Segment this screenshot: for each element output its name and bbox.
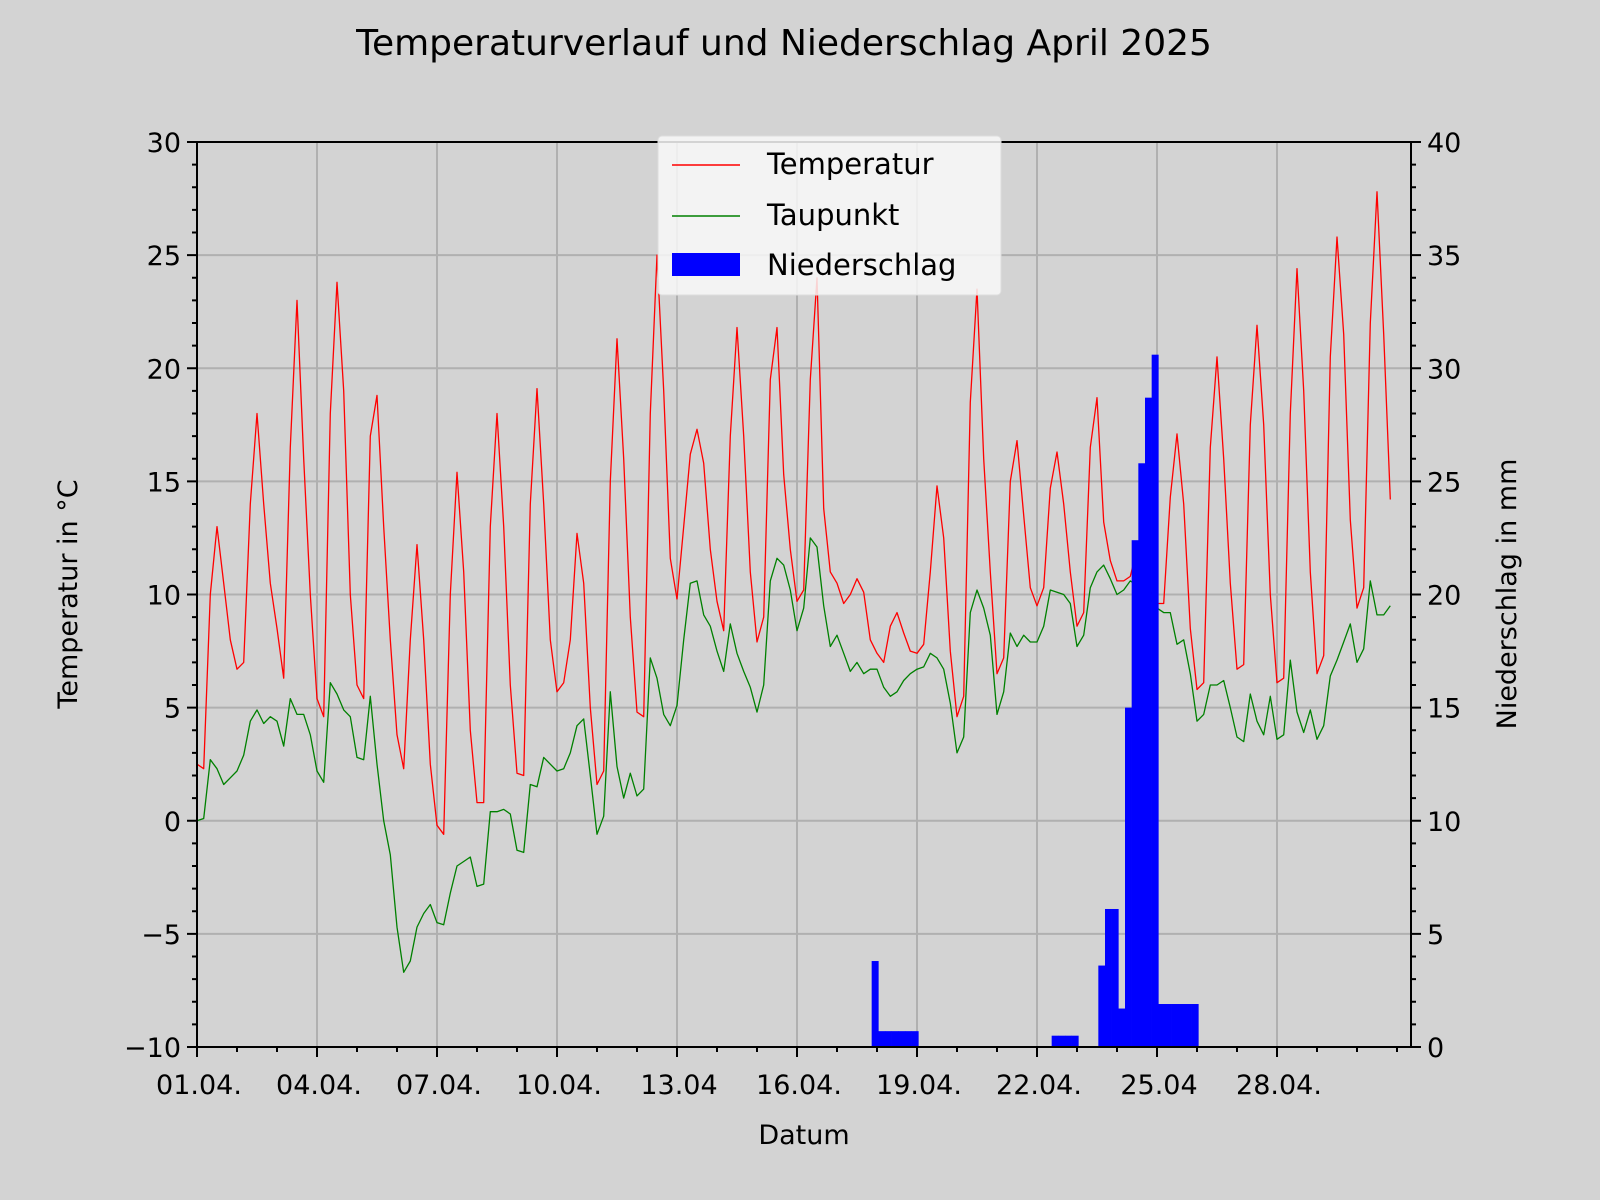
y-left-tick-label: −10 <box>124 1033 181 1064</box>
precipitation-bar <box>871 961 879 1047</box>
y-left-tick-label: −5 <box>141 920 181 951</box>
y-left-tick-label: 15 <box>147 467 181 498</box>
dewpoint-line <box>196 537 1391 973</box>
precipitation-bar <box>1118 1008 1126 1047</box>
y-right-tick-label: 40 <box>1427 128 1461 159</box>
x-tick-label: 16.04. <box>756 1070 842 1101</box>
y-left-tick-label: 20 <box>147 354 181 385</box>
precipitation-bar <box>1191 1004 1199 1047</box>
precipitation-bar <box>1131 540 1139 1047</box>
y-left-tick-label: 25 <box>147 241 181 272</box>
x-tick-label: 01.04. <box>156 1070 242 1101</box>
precipitation-bar <box>1098 965 1106 1047</box>
legend-temperature-label: Temperatur <box>766 147 934 181</box>
y-axis-right-label: Niederschlag in mm <box>1492 459 1523 730</box>
y-left-tick-label: 0 <box>164 807 181 838</box>
y-right-tick-label: 5 <box>1427 920 1444 951</box>
precipitation-bar <box>885 1031 892 1047</box>
y-right-tick-label: 20 <box>1427 581 1461 612</box>
precipitation-bar <box>1111 908 1119 1047</box>
precipitation-bar <box>1165 1004 1172 1047</box>
y-left-tick-label: 5 <box>164 694 181 725</box>
y-right-tick-label: 30 <box>1427 354 1461 385</box>
precipitation-bars <box>871 354 1199 1048</box>
precipitation-bar <box>1051 1035 1059 1047</box>
precipitation-bar <box>1158 1004 1166 1047</box>
chart-title: Temperaturverlauf und Niederschlag April… <box>355 23 1212 64</box>
x-tick-label: 22.04. <box>996 1070 1082 1101</box>
x-tick-label: 28.04. <box>1236 1070 1322 1101</box>
precipitation-bar <box>1185 1004 1192 1047</box>
legend-box <box>657 135 1002 296</box>
x-tick-label: 10.04. <box>516 1070 602 1101</box>
precipitation-bar <box>1058 1035 1066 1047</box>
temperature-line <box>196 191 1391 835</box>
precipitation-bar <box>898 1031 906 1047</box>
legend: Temperatur Taupunkt Niederschlag <box>657 135 1002 296</box>
precipitation-bar <box>1145 397 1152 1048</box>
y-right-tick-label: 25 <box>1427 467 1461 498</box>
precipitation-bar <box>1151 354 1159 1047</box>
precipitation-bar <box>905 1031 912 1047</box>
precipitation-bar <box>878 1031 886 1047</box>
legend-precipitation-label: Niederschlag <box>767 248 956 282</box>
precipitation-bar <box>1071 1035 1079 1047</box>
x-axis-label: Datum <box>758 1120 849 1151</box>
precipitation-bar <box>1125 707 1132 1047</box>
precipitation-bar <box>1105 908 1112 1047</box>
x-tick-label: 25.04 <box>1120 1070 1197 1101</box>
y-right-tick-label: 0 <box>1427 1033 1444 1064</box>
series-lines <box>196 191 1391 973</box>
precipitation-bar <box>911 1031 919 1047</box>
y-left-tick-label: 30 <box>147 128 181 159</box>
x-tick-label: 19.04. <box>876 1070 962 1101</box>
precipitation-bar <box>1178 1004 1186 1047</box>
x-tick-label: 04.04. <box>276 1070 362 1101</box>
precipitation-bar <box>1065 1035 1072 1047</box>
y-right-tick-label: 35 <box>1427 241 1461 272</box>
legend-dewpoint-label: Taupunkt <box>766 198 899 232</box>
y-right-tick-label: 10 <box>1427 807 1461 838</box>
y-axis-left-label: Temperatur in °C <box>53 479 84 709</box>
y-right-tick-label: 15 <box>1427 694 1461 725</box>
x-tick-label: 13.04 <box>640 1070 717 1101</box>
y-left-tick-label: 10 <box>147 581 181 612</box>
axes: 01.04. 04.04. 07.04. 10.04. 13.04 16.04. 19.04… <box>124 128 1461 1101</box>
precipitation-bar <box>891 1031 899 1047</box>
precipitation-bar <box>1171 1004 1179 1047</box>
precipitation-bar <box>1138 463 1146 1047</box>
legend-precipitation-patch <box>672 253 740 276</box>
x-tick-label: 07.04. <box>396 1070 482 1101</box>
